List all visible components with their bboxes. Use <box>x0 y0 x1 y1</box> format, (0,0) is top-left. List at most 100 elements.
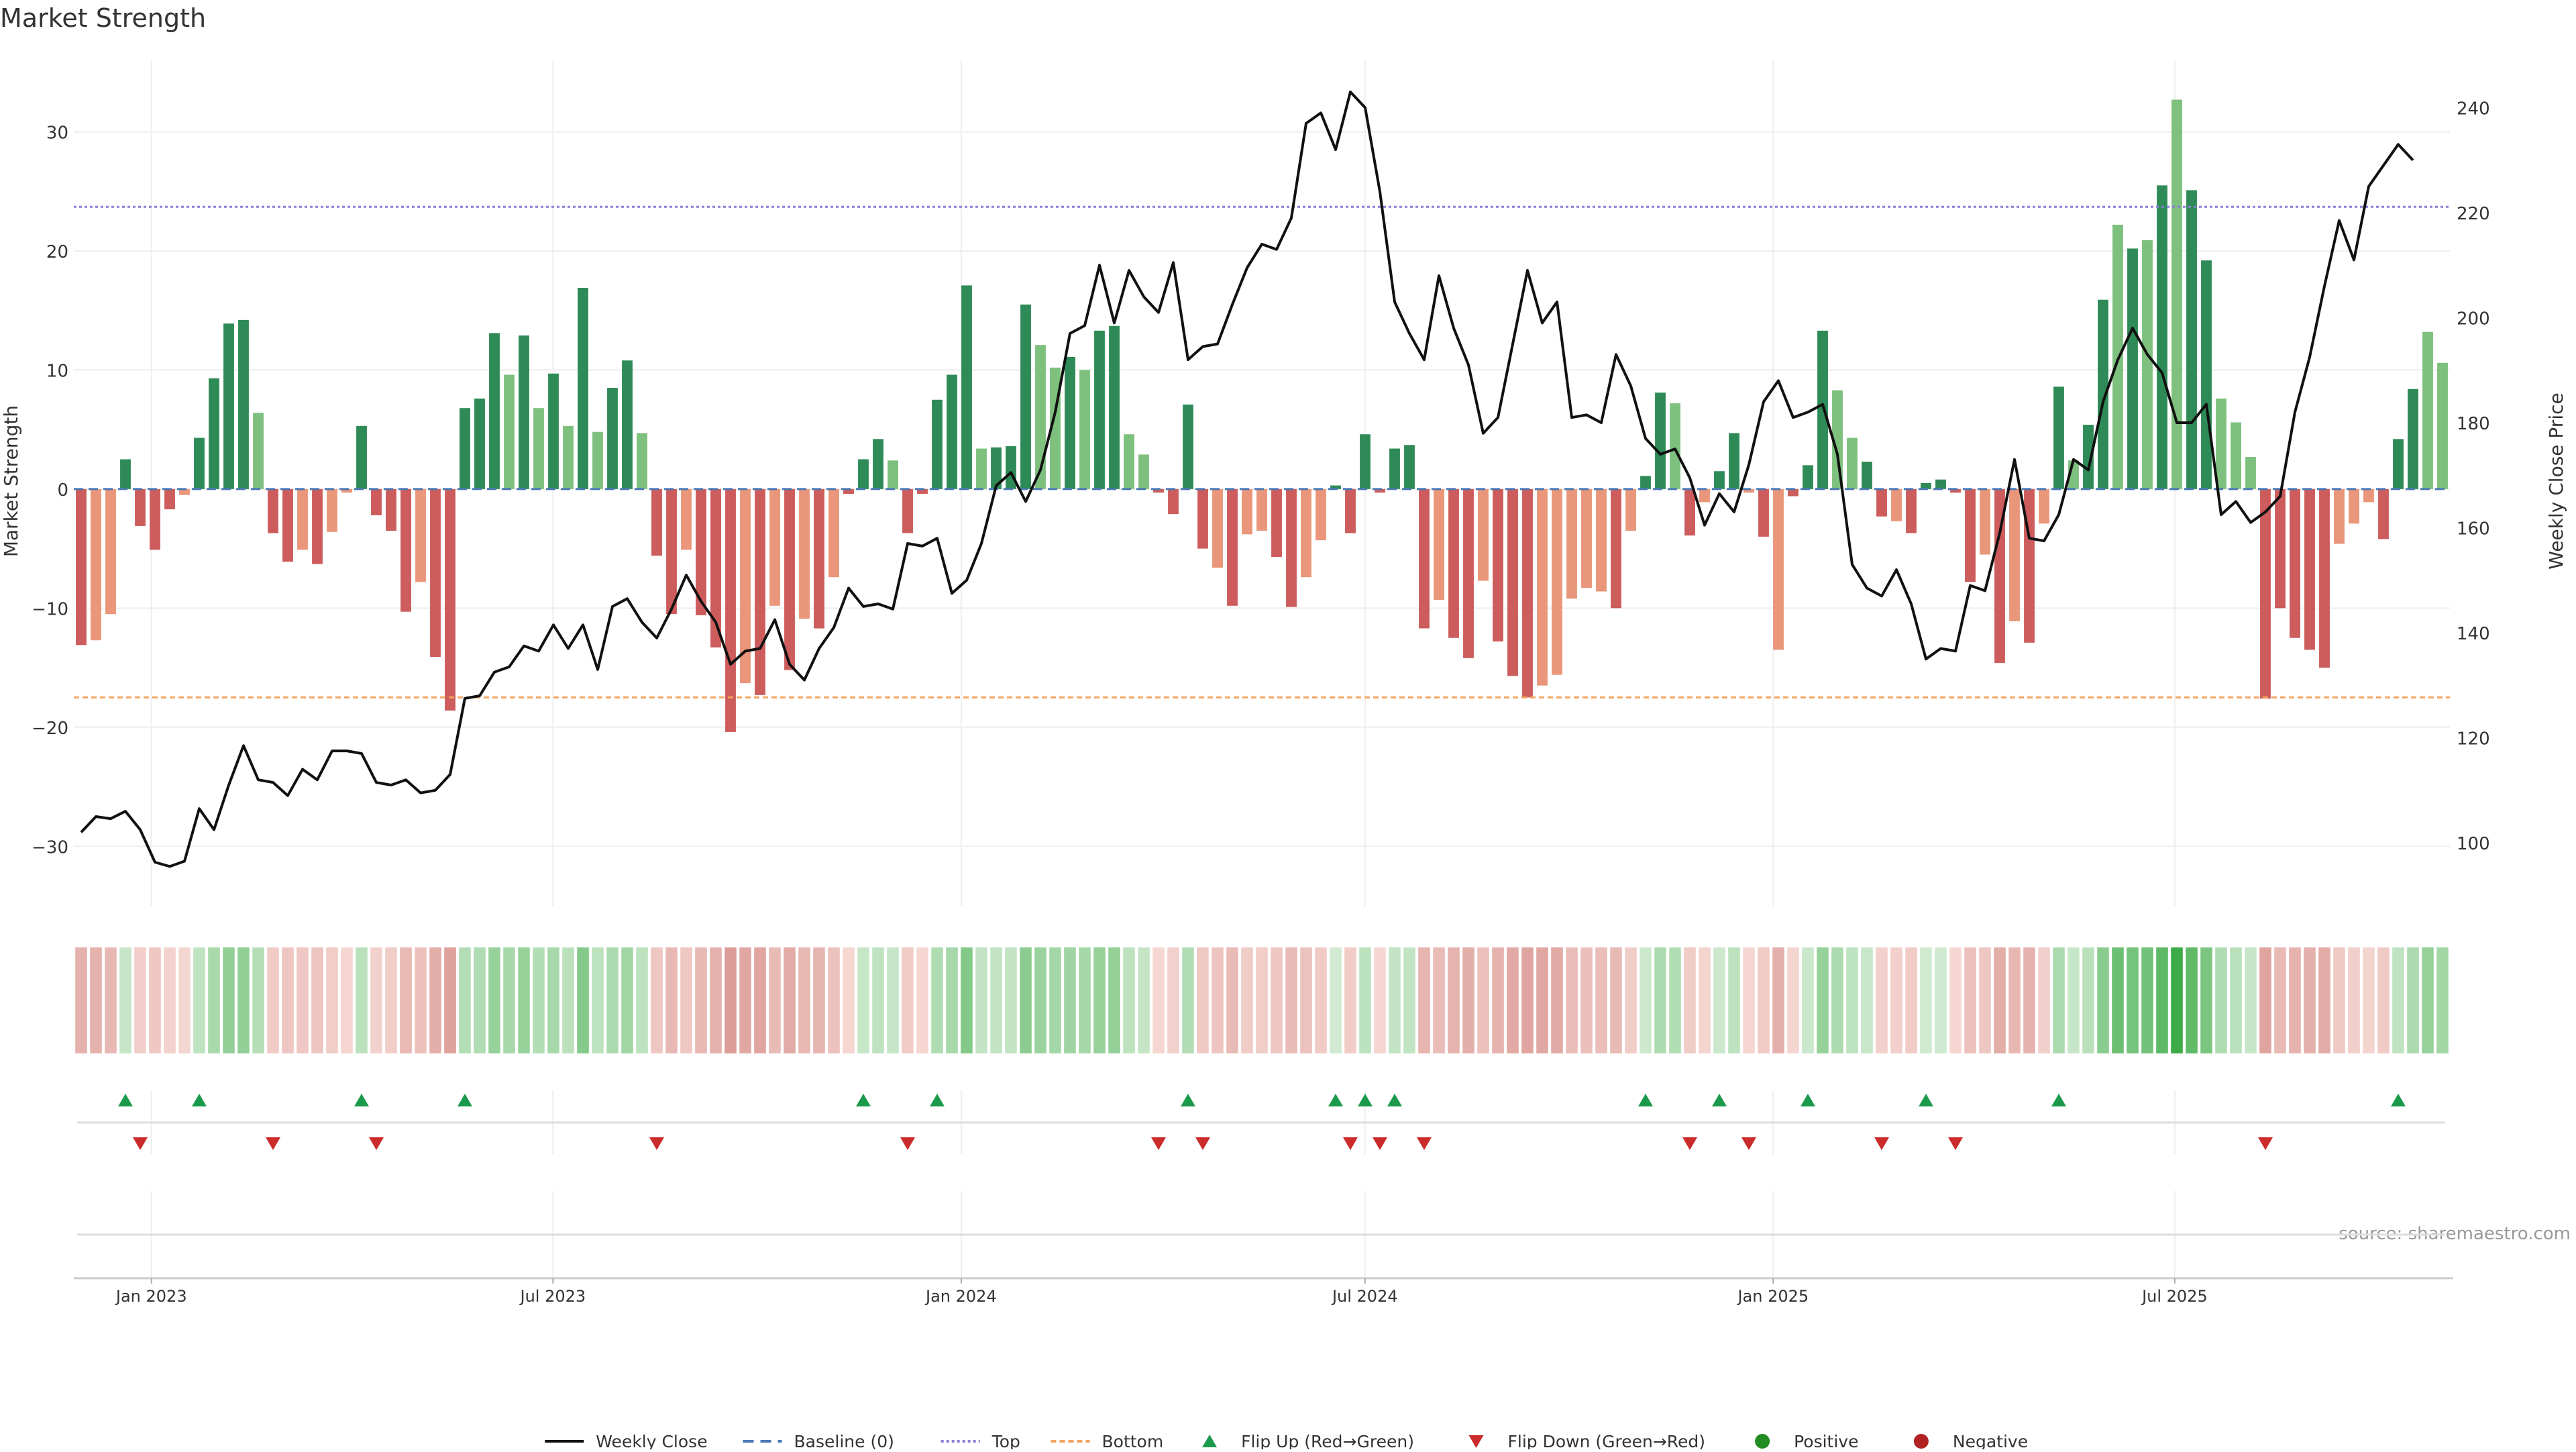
strength-bar <box>164 488 175 510</box>
strength-bar <box>2142 240 2153 489</box>
heatmap-cell <box>193 947 205 1053</box>
legend-item-flip_down: Flip Down (Green→Red) <box>1468 1432 1705 1451</box>
legend-item-negative: Negative <box>1913 1432 2028 1451</box>
legend-swatch <box>1202 1435 1218 1447</box>
heatmap-cell <box>2422 947 2434 1053</box>
heatmap-cell <box>400 947 412 1053</box>
flip-down-marker <box>1195 1137 1210 1150</box>
strength-bar <box>1020 304 1031 489</box>
flip-down-marker <box>133 1137 148 1150</box>
strength-bar <box>1389 448 1400 489</box>
heatmap-cell <box>149 947 161 1053</box>
strength-heatmap <box>75 947 2449 1053</box>
flip-down-marker <box>369 1137 384 1150</box>
strength-bar <box>1817 330 1828 489</box>
heatmap-cell <box>2200 947 2212 1053</box>
heatmap-cell <box>606 947 619 1053</box>
heatmap-cell <box>2333 947 2345 1053</box>
strength-bar <box>1788 488 1799 497</box>
strength-bar <box>1271 488 1282 558</box>
heatmap-cell <box>784 947 796 1053</box>
x-tick-label: Jul 2023 <box>519 1287 586 1306</box>
strength-bar <box>578 287 588 489</box>
legend-item-flip_up: Flip Up (Red→Green) <box>1202 1432 1414 1451</box>
heatmap-cell <box>2259 947 2271 1053</box>
strength-bar <box>696 488 706 615</box>
strength-bar <box>1183 404 1193 489</box>
heatmap-cell <box>1226 947 1238 1053</box>
flip-down-marker <box>900 1137 915 1150</box>
legend-label: Negative <box>1953 1432 2028 1449</box>
x-tick-label: Jul 2025 <box>2141 1287 2208 1306</box>
flip-up-marker <box>1328 1094 1343 1106</box>
strength-bar <box>1965 488 1976 582</box>
heatmap-cell <box>946 947 958 1053</box>
flip-down-marker <box>1948 1137 1963 1150</box>
strength-bar <box>1611 488 1621 609</box>
strength-bar <box>1803 465 1813 489</box>
heatmap-cell <box>547 947 559 1053</box>
heatmap-cell <box>1315 947 1327 1053</box>
strength-bar <box>2186 190 2197 489</box>
strength-bar <box>2053 386 2064 489</box>
heatmap-cell <box>2215 947 2227 1053</box>
strength-bar <box>209 378 219 489</box>
strength-bar <box>814 488 824 629</box>
y2-tick-label: 240 <box>2457 99 2490 119</box>
strength-bar <box>1596 488 1607 592</box>
heatmap-cell <box>2304 947 2316 1053</box>
legend-item-top: Top <box>941 1432 1020 1451</box>
strength-bar <box>179 488 190 495</box>
flip-down-marker <box>649 1137 664 1150</box>
heatmap-cell <box>237 947 250 1053</box>
heatmap-cell <box>857 947 869 1053</box>
heatmap-cell <box>134 947 146 1053</box>
strength-bar <box>253 413 264 489</box>
strength-bar <box>2201 260 2212 489</box>
flip-up-marker <box>1181 1094 1195 1106</box>
flip-down-marker <box>266 1137 280 1150</box>
heatmap-cell <box>1669 947 1681 1053</box>
legend-item-positive: Positive <box>1755 1432 1858 1451</box>
strength-bar <box>1862 462 1872 489</box>
flip-up-marker <box>856 1094 871 1106</box>
heatmap-cell <box>2348 947 2360 1053</box>
heatmap-cell <box>267 947 279 1053</box>
y2-axis-label: Weekly Close Price <box>2545 393 2567 569</box>
heatmap-cell <box>1285 947 1297 1053</box>
strength-bar <box>1921 483 1931 489</box>
strength-bar <box>223 323 234 489</box>
heatmap-cell <box>1300 947 1312 1053</box>
strength-bar <box>194 437 205 489</box>
heatmap-cell <box>1507 947 1519 1053</box>
strength-bar <box>400 488 411 612</box>
strength-bar <box>2393 439 2404 489</box>
strength-bars <box>76 99 2448 732</box>
strength-bar <box>1065 356 1075 489</box>
heatmap-cell <box>1330 947 1342 1053</box>
heatmap-cell <box>1462 947 1474 1053</box>
heatmap-cell <box>1271 947 1283 1053</box>
flip-up-marker <box>1712 1094 1727 1106</box>
strength-bar <box>1537 488 1548 686</box>
strength-bar <box>873 439 883 489</box>
heatmap-cell <box>2186 947 2198 1053</box>
strength-bar <box>1891 488 1902 521</box>
flip-up-marker <box>118 1094 133 1106</box>
heatmap-cell <box>1448 947 1460 1053</box>
y-tick-label: −20 <box>32 719 68 739</box>
legend-swatch <box>1755 1434 1770 1449</box>
flip-down-marker <box>1417 1137 1432 1150</box>
strength-bar <box>1493 488 1503 642</box>
heatmap-cell <box>754 947 766 1053</box>
strength-bar <box>1256 488 1267 531</box>
heatmap-cell <box>178 947 191 1053</box>
strength-bar <box>1950 488 1961 493</box>
strength-bar <box>1684 488 1695 536</box>
strength-bar <box>238 319 249 489</box>
strength-bar <box>1566 488 1577 599</box>
strength-bar <box>386 488 396 531</box>
heatmap-cell <box>562 947 574 1053</box>
heatmap-cell <box>297 947 309 1053</box>
strength-bar <box>607 388 618 489</box>
